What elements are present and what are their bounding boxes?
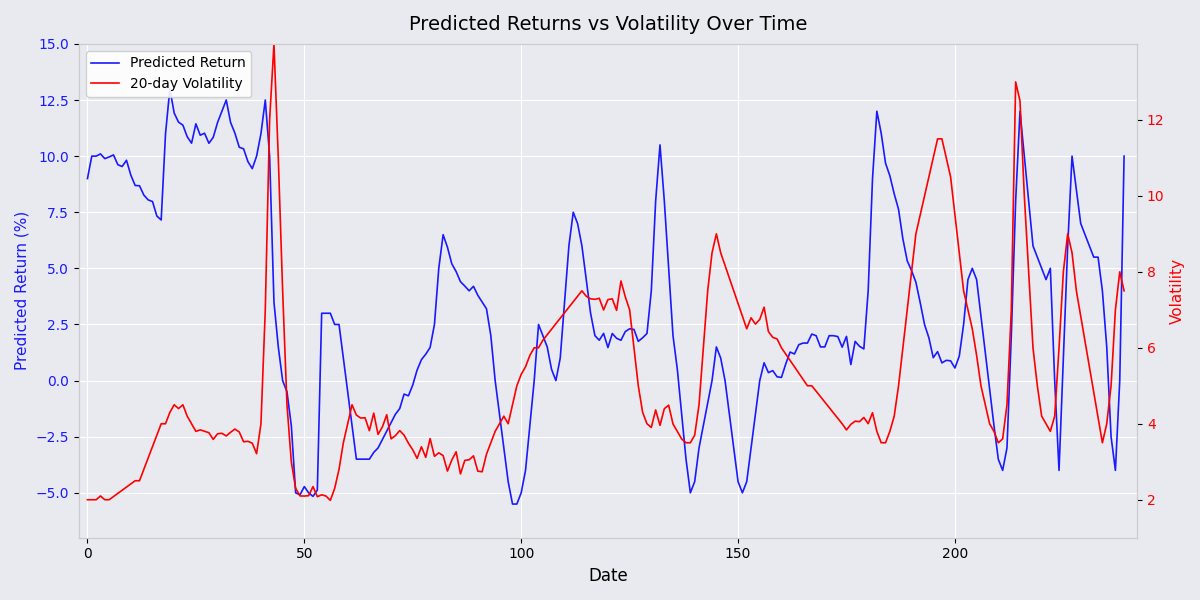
Predicted Return [250, 152, 264, 160]
Predicted Return [80, 175, 95, 182]
Predicted Return [124, 172, 138, 179]
Predicted Return [1052, 467, 1067, 474]
X-axis label: Date: Date [588, 567, 628, 585]
20-day Volatility [124, 481, 138, 488]
20-day Volatility [1052, 344, 1067, 352]
Predicted Return [163, 85, 178, 92]
Line: Predicted Return: Predicted Return [88, 89, 1124, 504]
20-day Volatility [150, 431, 164, 439]
20-day Volatility [774, 344, 788, 352]
Predicted Return [505, 500, 520, 508]
20-day Volatility [440, 467, 455, 475]
Y-axis label: Volatility: Volatility [1170, 258, 1186, 324]
Legend: Predicted Return, 20-day Volatility: Predicted Return, 20-day Volatility [85, 51, 252, 97]
Predicted Return [150, 212, 164, 220]
Line: 20-day Volatility: 20-day Volatility [88, 44, 1124, 500]
Y-axis label: Predicted Return (%): Predicted Return (%) [14, 211, 30, 370]
20-day Volatility [323, 497, 337, 504]
20-day Volatility [80, 496, 95, 503]
Predicted Return [1117, 152, 1132, 160]
20-day Volatility [245, 440, 259, 447]
20-day Volatility [266, 40, 281, 47]
20-day Volatility [1117, 287, 1132, 295]
Predicted Return [436, 231, 450, 238]
Title: Predicted Returns vs Volatility Over Time: Predicted Returns vs Volatility Over Tim… [409, 15, 808, 34]
Predicted Return [774, 374, 788, 381]
